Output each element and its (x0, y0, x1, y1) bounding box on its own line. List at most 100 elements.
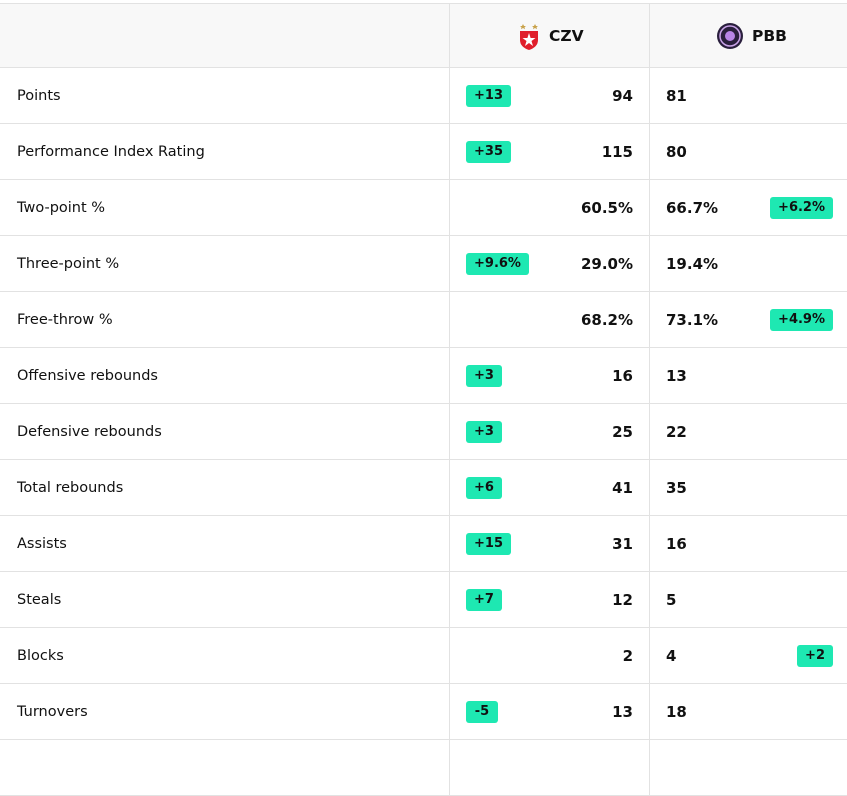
stat-label: Total rebounds (17, 479, 124, 496)
home-diff-badge: +3 (466, 364, 502, 387)
home-cell: 13 -5 (449, 684, 649, 739)
header-cell (0, 4, 449, 67)
stat-label: Points (17, 87, 61, 104)
home-diff-badge: +3 (466, 420, 502, 443)
home-value: 60.5% (580, 198, 633, 217)
label-cell: Defensive rebounds (0, 404, 449, 459)
home-cell: 115 +35 (449, 124, 649, 179)
home-value: 94 (612, 86, 633, 105)
home-logo (520, 23, 538, 50)
away-cell: 80 (649, 124, 847, 179)
away-cell: 16 (649, 516, 847, 571)
away-value: 73.1% (666, 310, 719, 329)
table-row: Steals 12 +7 5 (0, 572, 847, 628)
table-row: Blocks 2 4 +2 (0, 628, 847, 684)
home-diff-badge: +7 (466, 588, 502, 611)
away-value: 35 (666, 478, 687, 497)
label-cell: Offensive rebounds (0, 348, 449, 403)
label-cell: Two-point % (0, 180, 449, 235)
away-diff-badge: +6.2% (770, 196, 833, 219)
label-cell: Steals (0, 572, 449, 627)
home-value: 2 (622, 646, 633, 665)
label-cell: Blocks (0, 628, 449, 683)
away-cell: 35 (649, 460, 847, 515)
away-cell: 81 (649, 68, 847, 123)
away-team-name: PBB (752, 26, 787, 45)
table-row: Points 94 +13 81 (0, 68, 847, 124)
stat-label: Three-point % (17, 255, 120, 272)
home-cell: 29.0% +9.6% (449, 236, 649, 291)
home-cell: 94 +13 (449, 68, 649, 123)
home-cell: 16 +3 (449, 348, 649, 403)
away-cell: 66.7% +6.2% (649, 180, 847, 235)
home-value: 12 (612, 590, 633, 609)
home-cell: 12 +7 (449, 572, 649, 627)
away-value: 16 (666, 534, 687, 553)
away-value: 80 (666, 142, 687, 161)
stat-label: Assists (17, 535, 67, 552)
stat-label: Turnovers (17, 703, 88, 720)
away-cell: 18 (649, 684, 847, 739)
home-diff-badge: +6 (466, 476, 502, 499)
stat-label: Blocks (17, 647, 64, 664)
away-team: PBB (716, 22, 787, 50)
away-value: 81 (666, 86, 687, 105)
label-cell: Turnovers (0, 684, 449, 739)
home-value: 68.2% (580, 310, 633, 329)
home-cell: 68.2% (449, 292, 649, 347)
away-cell: 13 (649, 348, 847, 403)
away-diff-badge: +4.9% (770, 308, 833, 331)
header-cell: CZV (449, 4, 649, 67)
home-value: 16 (612, 366, 633, 385)
home-cell: 41 +6 (449, 460, 649, 515)
stats-table: CZV PBB Points 94 +13 81 Performance Index R… (0, 3, 847, 796)
label-cell: Assists (0, 516, 449, 571)
stat-label: Defensive rebounds (17, 423, 162, 440)
header-cell: PBB (649, 4, 847, 67)
label-cell: Points (0, 68, 449, 123)
table-row: Two-point % 60.5% 66.7% +6.2% (0, 180, 847, 236)
table-row (0, 740, 847, 796)
home-team-name: CZV (549, 26, 584, 45)
away-logo (717, 22, 743, 49)
home-diff-badge: +15 (466, 532, 511, 555)
home-value: 29.0% (580, 254, 633, 273)
cell (449, 740, 649, 795)
table-row: Total rebounds 41 +6 35 (0, 460, 847, 516)
away-value: 66.7% (666, 198, 719, 217)
stat-label: Offensive rebounds (17, 367, 158, 384)
home-diff-badge: +9.6% (466, 252, 529, 275)
away-value: 19.4% (666, 254, 719, 273)
table-row: Defensive rebounds 25 +3 22 (0, 404, 847, 460)
table-row: Three-point % 29.0% +9.6% 19.4% (0, 236, 847, 292)
table-row: Performance Index Rating 115 +35 80 (0, 124, 847, 180)
home-value: 25 (612, 422, 633, 441)
table-row: Assists 31 +15 16 (0, 516, 847, 572)
cell (0, 740, 449, 795)
away-cell: 73.1% +4.9% (649, 292, 847, 347)
home-value: 41 (612, 478, 633, 497)
away-value: 4 (666, 646, 677, 665)
away-value: 22 (666, 422, 687, 441)
header-row: CZV PBB (0, 4, 847, 68)
away-diff-badge: +2 (797, 644, 833, 667)
label-cell: Total rebounds (0, 460, 449, 515)
home-diff-badge: +35 (466, 140, 511, 163)
home-cell: 31 +15 (449, 516, 649, 571)
home-cell: 2 (449, 628, 649, 683)
home-diff-badge: +13 (466, 84, 511, 107)
stat-label: Two-point % (17, 199, 106, 216)
stat-label: Performance Index Rating (17, 143, 205, 160)
stat-label: Free-throw % (17, 311, 113, 328)
home-value: 13 (612, 702, 633, 721)
away-cell: 5 (649, 572, 847, 627)
away-cell: 4 +2 (649, 628, 847, 683)
stat-label: Steals (17, 591, 62, 608)
label-cell: Free-throw % (0, 292, 449, 347)
home-diff-badge: -5 (466, 700, 498, 723)
home-cell: 60.5% (449, 180, 649, 235)
away-cell: 22 (649, 404, 847, 459)
home-value: 115 (601, 142, 633, 161)
page: CZV PBB Points 94 +13 81 Performance Index R… (0, 3, 847, 796)
table-row: Turnovers 13 -5 18 (0, 684, 847, 740)
